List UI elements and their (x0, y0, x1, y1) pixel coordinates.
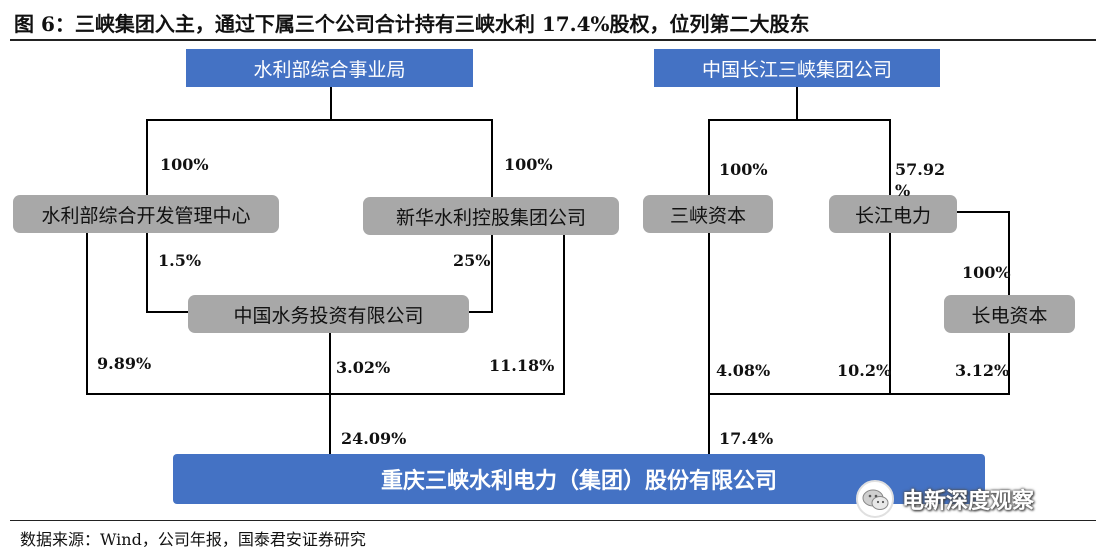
entity-mwr-dev-center: 水利部综合开发管理中心 (13, 195, 279, 233)
entity-ctg: 中国长江三峡集团公司 (654, 49, 940, 87)
entity-three-gorges-capital: 三峡资本 (643, 195, 773, 233)
source-divider (10, 520, 1096, 521)
connector-line (1008, 332, 1010, 395)
title-divider (10, 39, 1096, 41)
data-source: 数据来源：Wind，公司年报，国泰君安证券研究 (20, 530, 366, 549)
pct-xinhua-to-target: 11.18% (489, 356, 555, 375)
watermark: 电新深度观察 (856, 480, 1034, 518)
connector-line (146, 311, 189, 313)
connector-line (491, 234, 493, 313)
entity-mwr-bureau: 水利部综合事业局 (186, 49, 473, 87)
connector-line (563, 234, 565, 395)
pct-xinhua-to-water: 25% (453, 251, 491, 270)
watermark-text: 电新深度观察 (902, 489, 1035, 514)
connector-line (708, 119, 891, 121)
entity-china-water-invest: 中国水务投资有限公司 (188, 295, 469, 333)
connector-line (796, 86, 798, 120)
connector-line (146, 119, 148, 196)
connector-line (330, 86, 332, 120)
connector-line (86, 393, 565, 395)
entity-cypc-capital: 长电资本 (944, 295, 1075, 333)
connector-line (146, 232, 148, 313)
pct-cypc-capital-to-target: 3.12% (955, 361, 1010, 380)
connector-line (956, 211, 1010, 213)
pct-ctg-to-capital: 100% (719, 160, 768, 179)
connector-line (1008, 211, 1010, 295)
connector-line (468, 311, 493, 313)
connector-line (146, 119, 493, 121)
connector-line (889, 119, 891, 196)
pct-cypc-to-target: 10.2% (837, 361, 892, 380)
pct-bureau-to-center: 100% (160, 155, 209, 174)
connector-line (708, 232, 710, 455)
pct-cypc-to-cypc-capital: 100% (962, 263, 1011, 282)
pct-water-to-target: 3.02% (336, 358, 391, 377)
pct-left-total: 24.09% (341, 429, 407, 448)
entity-target-company: 重庆三峡水利电力（集团）股份有限公司 (173, 454, 985, 504)
entity-xinhua-water: 新华水利控股集团公司 (363, 197, 619, 235)
pct-capital-to-target: 4.08% (716, 361, 771, 380)
pct-bureau-to-xinhua: 100% (504, 155, 553, 174)
pct-center-to-target: 9.89% (97, 354, 152, 373)
connector-line (86, 232, 88, 395)
connector-line (708, 119, 710, 196)
connector-line (329, 332, 331, 455)
connector-line (708, 393, 1010, 395)
pct-right-total: 17.4% (719, 429, 774, 448)
connector-line (889, 232, 891, 395)
connector-line (491, 119, 493, 198)
wechat-icon (856, 480, 894, 518)
entity-cypc: 长江电力 (829, 195, 957, 233)
pct-center-to-water: 1.5% (158, 251, 202, 270)
figure-title: 图 6：三峡集团入主，通过下属三个公司合计持有三峡水利 17.4%股权，位列第二… (14, 12, 810, 36)
pct-ctg-to-cypc-value: 57.92 (895, 160, 946, 179)
pct-ctg-to-cypc-unit: % (895, 181, 911, 200)
